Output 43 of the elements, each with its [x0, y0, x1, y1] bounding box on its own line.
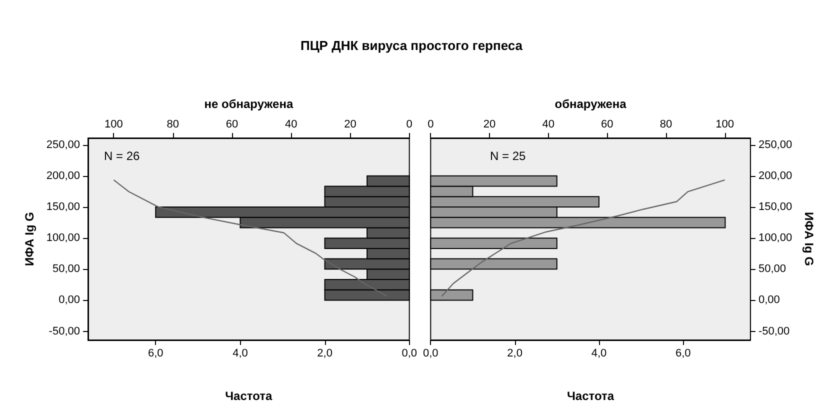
y-tick-label: 250,00 [758, 138, 792, 151]
chart-title: ПЦР ДНК вируса простого герпеса [299, 38, 524, 53]
x-tick-label: 2,0 [507, 348, 522, 360]
x-tick-label: 4,0 [591, 348, 607, 360]
x-tick-label: 0,0 [402, 348, 418, 360]
y-tick-label: 0,00 [758, 294, 780, 306]
annotation: N = 25 [490, 149, 526, 163]
y-axis-title: ИФА Ig G [22, 212, 36, 266]
x2-tick-label: 40 [284, 118, 298, 130]
x2-tick-label: 40 [542, 118, 554, 130]
x2-tick-label: 60 [226, 118, 238, 130]
y-tick-label: 0,00 [58, 294, 80, 306]
x2-tick-label: 100 [104, 118, 123, 130]
y-tick-label: -50,00 [758, 325, 790, 338]
y-tick-label: 200,00 [758, 170, 792, 182]
y-tick-label: 150,00 [46, 200, 80, 213]
y-tick-label: 100,00 [758, 232, 792, 244]
y-tick-label: 50,00 [52, 263, 80, 276]
x2-tick-label: 100 [716, 118, 734, 130]
x2-tick-label: 20 [344, 118, 356, 130]
x-tick-label: 6,0 [675, 348, 691, 360]
x2-tick-label: 60 [601, 118, 614, 130]
x2-tick-label: 0 [428, 118, 434, 130]
y-tick-label: 200,00 [46, 170, 80, 182]
x-tick-label: 2,0 [317, 348, 332, 360]
x-tick-label: 4,0 [232, 348, 248, 360]
x2-tick-label: 80 [660, 118, 672, 130]
x-tick-label: 0,0 [422, 348, 438, 360]
x2-tick-label: 20 [483, 118, 496, 130]
annotation: N = 26 [104, 149, 140, 163]
y-tick-label: 250,00 [46, 138, 80, 151]
y-tick-label: 150,00 [758, 200, 792, 213]
x2-axis-title: не обнаружена [204, 97, 294, 111]
x2-tick-label: 80 [166, 118, 179, 130]
x2-axis-title: обнаружена [554, 97, 627, 111]
x2-tick-label: 0 [406, 118, 412, 130]
y-tick-label: 50,00 [758, 263, 786, 276]
y-tick-label: 100,00 [46, 232, 80, 244]
y-tick-label: -50,00 [48, 325, 80, 338]
x-tick-label: 6,0 [148, 348, 164, 360]
x-axis-title: Частота [567, 389, 614, 403]
y-axis-title: ИФА Ig G [802, 212, 816, 266]
x-axis-title: Частота [225, 389, 273, 403]
